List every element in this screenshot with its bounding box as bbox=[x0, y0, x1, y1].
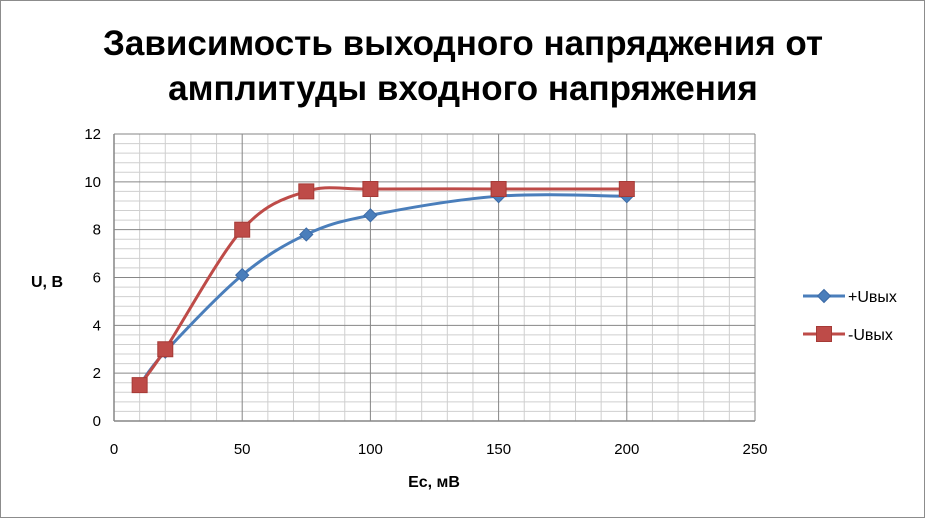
data-point-marker bbox=[618, 181, 635, 198]
data-point-marker bbox=[363, 208, 378, 223]
legend-label: -Uвых bbox=[848, 327, 893, 344]
y-tick-label: 6 bbox=[93, 270, 101, 287]
y-tick-label: 12 bbox=[84, 126, 101, 143]
data-point-marker bbox=[299, 227, 314, 242]
chart-title-line-2: амплитуды входного напряжения bbox=[168, 69, 758, 108]
x-tick-label: 50 bbox=[234, 441, 251, 458]
data-point-marker bbox=[157, 341, 174, 358]
legend-label: +Uвых bbox=[848, 289, 897, 306]
data-point-marker bbox=[490, 181, 507, 198]
series-line bbox=[138, 186, 627, 387]
data-point-marker bbox=[131, 377, 148, 394]
y-tick-label: 2 bbox=[93, 365, 101, 382]
legend-entry: +Uвых bbox=[803, 288, 897, 306]
legend: +Uвых -Uвых bbox=[803, 288, 897, 344]
x-tick-label: 250 bbox=[742, 441, 767, 458]
data-point-marker bbox=[298, 183, 315, 200]
x-tick-label: 150 bbox=[486, 441, 511, 458]
y-axis-title: U, В bbox=[31, 274, 63, 291]
y-tick-label: 8 bbox=[93, 222, 101, 239]
x-axis-title: Ec, мВ bbox=[408, 474, 460, 491]
series-line bbox=[138, 193, 627, 387]
series-layer bbox=[131, 181, 635, 394]
chart-title-line-1: Зависимость выходного напряджения от bbox=[103, 24, 823, 63]
legend-entry: -Uвых bbox=[803, 326, 893, 344]
x-tick-label: 200 bbox=[614, 441, 639, 458]
tick-labels: 0 2 4 6 8 10 12 0 50 100 150 200 250 bbox=[84, 126, 767, 458]
data-point-marker bbox=[234, 221, 251, 238]
y-tick-label: 10 bbox=[84, 174, 101, 191]
legend-marker bbox=[816, 326, 832, 342]
axes bbox=[113, 134, 755, 422]
data-point-marker bbox=[234, 267, 250, 283]
x-tick-label: 100 bbox=[358, 441, 383, 458]
legend-marker bbox=[816, 288, 832, 304]
y-tick-label: 4 bbox=[93, 317, 101, 334]
data-point-marker bbox=[362, 181, 379, 198]
x-tick-label: 0 bbox=[110, 441, 118, 458]
y-tick-label: 0 bbox=[93, 413, 101, 430]
series-minus-uvyh bbox=[131, 181, 635, 394]
